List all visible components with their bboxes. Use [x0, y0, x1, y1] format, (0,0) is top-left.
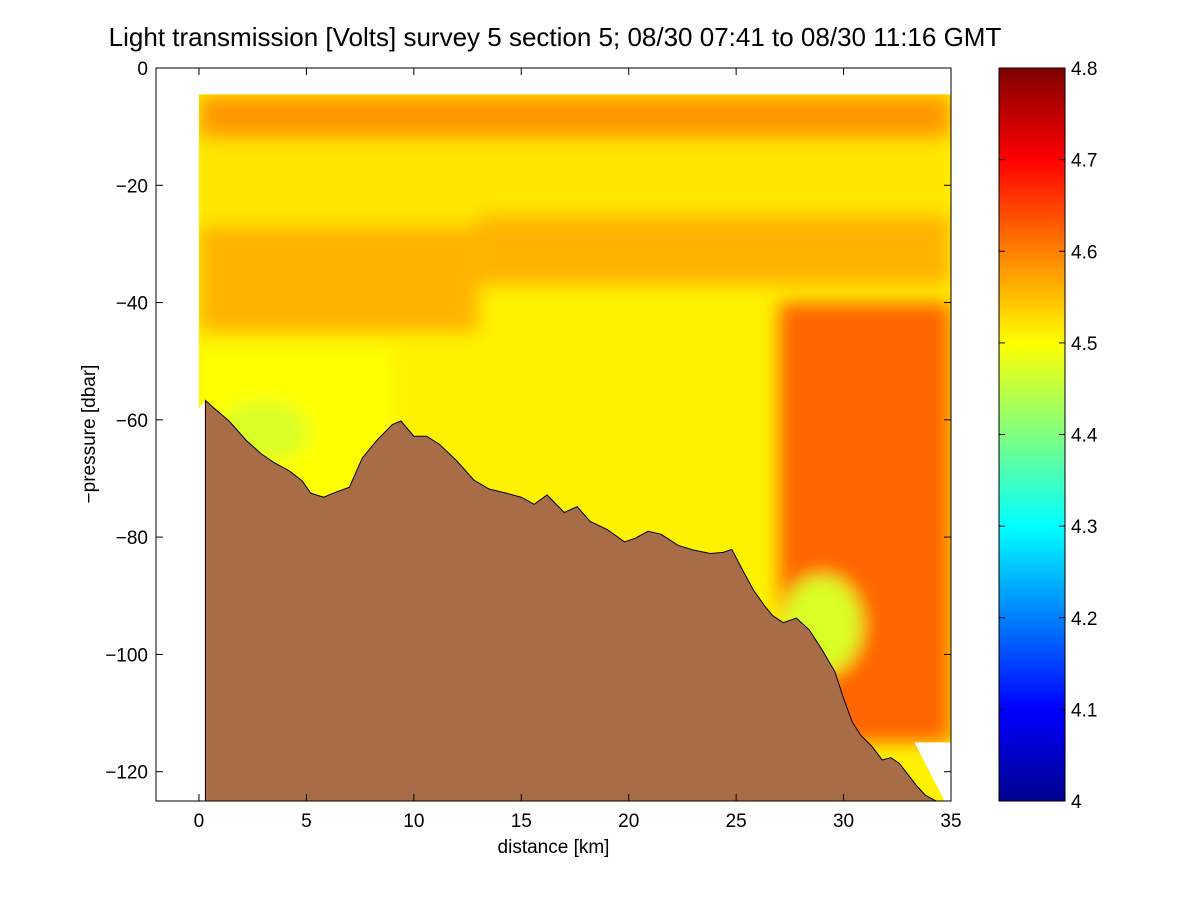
- y-tick-label: −100: [105, 645, 148, 666]
- bathymetry-seafloor: [204, 399, 945, 801]
- field-band-3: [478, 214, 951, 285]
- x-tick-label: 0: [194, 811, 205, 832]
- y-tick-label: −60: [116, 411, 148, 432]
- bathymetry: [204, 399, 945, 801]
- plot-frame: [155, 67, 952, 802]
- chart-title: Light transmission [Volts] survey 5 sect…: [108, 22, 1002, 52]
- field-band-1: [198, 138, 951, 227]
- x-tick-label: 10: [403, 811, 424, 832]
- y-tick-label: 0: [137, 59, 148, 80]
- colorbar-tick-label: 4.1: [1071, 700, 1097, 721]
- field-band-2: [198, 226, 479, 332]
- colorbar-tick-label: 4.8: [1071, 59, 1097, 80]
- colorbar-tick-label: 4.7: [1071, 151, 1097, 172]
- y-tick-label: −80: [116, 528, 148, 549]
- y-tick-label: −120: [105, 763, 148, 784]
- y-tick-label: −20: [116, 176, 148, 197]
- field-band-0: [198, 94, 951, 139]
- x-axis-label: distance [km]: [497, 837, 610, 858]
- y-axis-ticks: 0 −20 −40 −60 −80 −100 −120: [105, 59, 951, 784]
- x-tick-label: 30: [833, 811, 854, 832]
- x-tick-label: 35: [940, 811, 961, 832]
- x-tick-label: 5: [301, 811, 312, 832]
- colorbar-tick-label: 4.3: [1071, 517, 1097, 538]
- x-tick-label: 25: [726, 811, 747, 832]
- colorbar-tick-label: 4.5: [1071, 334, 1097, 355]
- colorbar-tick-label: 4.4: [1071, 426, 1098, 447]
- colorbar-tick-label: 4.2: [1071, 609, 1097, 630]
- colorbar-tick-label: 4.6: [1071, 242, 1097, 263]
- x-tick-label: 15: [511, 811, 532, 832]
- colorbar: [998, 67, 1066, 802]
- x-axis-ticks: 0 5 10 15 20 25 30 35: [194, 68, 962, 832]
- colorbar-ticks: 4 4.1 4.2 4.3 4.4 4.5 4.6 4.7 4.8: [999, 59, 1098, 813]
- x-tick-label: 20: [618, 811, 639, 832]
- colorbar-tick-label: 4: [1071, 792, 1082, 813]
- y-tick-label: −40: [116, 294, 148, 315]
